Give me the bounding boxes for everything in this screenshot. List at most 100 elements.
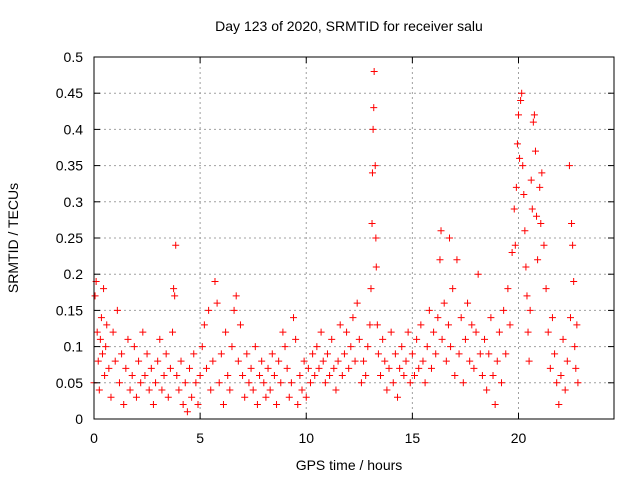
data-point	[128, 372, 136, 380]
data-point	[371, 162, 379, 170]
data-point	[425, 306, 433, 314]
data-point	[351, 357, 359, 365]
data-point	[139, 328, 147, 336]
data-point	[296, 372, 304, 380]
data-point	[502, 350, 510, 358]
data-point	[200, 321, 208, 329]
data-point	[569, 241, 577, 249]
data-point	[349, 314, 357, 322]
data-point	[251, 343, 259, 351]
data-point	[181, 379, 189, 387]
data-point	[115, 379, 123, 387]
y-tick-label: 0.15	[56, 302, 83, 318]
data-point	[530, 111, 538, 119]
data-point	[135, 357, 143, 365]
data-point	[438, 335, 446, 343]
data-point	[232, 292, 240, 300]
data-point	[321, 379, 329, 387]
x-tick-label: 0	[90, 430, 98, 446]
data-point	[306, 379, 314, 387]
data-point	[253, 401, 261, 409]
data-point	[481, 335, 489, 343]
data-point	[230, 306, 238, 314]
data-point	[504, 285, 512, 293]
data-point	[436, 256, 444, 264]
data-point	[196, 372, 204, 380]
data-point	[262, 393, 270, 401]
data-point	[510, 205, 518, 213]
data-point	[347, 343, 355, 351]
data-point	[478, 372, 486, 380]
data-point	[154, 357, 162, 365]
data-point	[101, 372, 109, 380]
data-point	[374, 350, 382, 358]
data-point	[175, 386, 183, 394]
data-point	[169, 328, 177, 336]
data-point	[366, 321, 374, 329]
data-point	[442, 357, 450, 365]
data-point	[391, 350, 399, 358]
data-point	[236, 321, 244, 329]
data-point	[198, 343, 206, 351]
data-point	[574, 379, 582, 387]
data-point	[513, 140, 521, 148]
data-point	[500, 306, 508, 314]
data-point	[149, 401, 157, 409]
data-point	[523, 292, 531, 300]
data-point	[332, 386, 340, 394]
data-point	[249, 386, 257, 394]
data-point	[367, 285, 375, 293]
data-point	[188, 393, 196, 401]
data-point	[183, 408, 191, 416]
data-point	[489, 372, 497, 380]
data-point	[404, 328, 412, 336]
y-tick-label: 0.1	[64, 339, 84, 355]
data-point	[362, 372, 370, 380]
data-point	[563, 357, 571, 365]
data-point	[526, 306, 534, 314]
data-point	[228, 343, 236, 351]
data-point	[370, 67, 378, 75]
data-point	[566, 314, 574, 322]
data-point	[522, 263, 530, 271]
data-point	[247, 364, 255, 372]
data-point	[483, 386, 491, 394]
data-point	[164, 393, 172, 401]
data-point	[373, 321, 381, 329]
data-point	[466, 357, 474, 365]
data-point	[202, 364, 210, 372]
data-point	[553, 379, 561, 387]
data-point	[132, 393, 140, 401]
data-point	[368, 169, 376, 177]
data-point	[343, 328, 351, 336]
data-point	[300, 357, 308, 365]
data-point	[572, 364, 580, 372]
data-point	[336, 321, 344, 329]
data-point	[529, 118, 537, 126]
data-point	[120, 401, 128, 409]
data-point	[408, 350, 416, 358]
data-point	[498, 379, 506, 387]
data-point	[109, 328, 117, 336]
data-point	[444, 321, 452, 329]
data-point	[152, 379, 160, 387]
data-point	[398, 343, 406, 351]
data-point	[213, 299, 221, 307]
data-point	[190, 350, 198, 358]
x-tick-label: 10	[298, 430, 314, 446]
data-point	[506, 321, 514, 329]
grid-lines	[94, 57, 614, 419]
data-point	[98, 350, 106, 358]
data-point	[455, 350, 463, 358]
y-tick-label: 0.2	[64, 266, 84, 282]
data-point	[546, 364, 554, 372]
data-point	[107, 393, 115, 401]
data-points	[90, 67, 582, 416]
data-point	[472, 328, 480, 336]
data-point	[283, 364, 291, 372]
data-point	[268, 350, 276, 358]
data-point	[357, 379, 365, 387]
data-point	[385, 364, 393, 372]
data-point	[328, 335, 336, 343]
data-point	[406, 379, 414, 387]
